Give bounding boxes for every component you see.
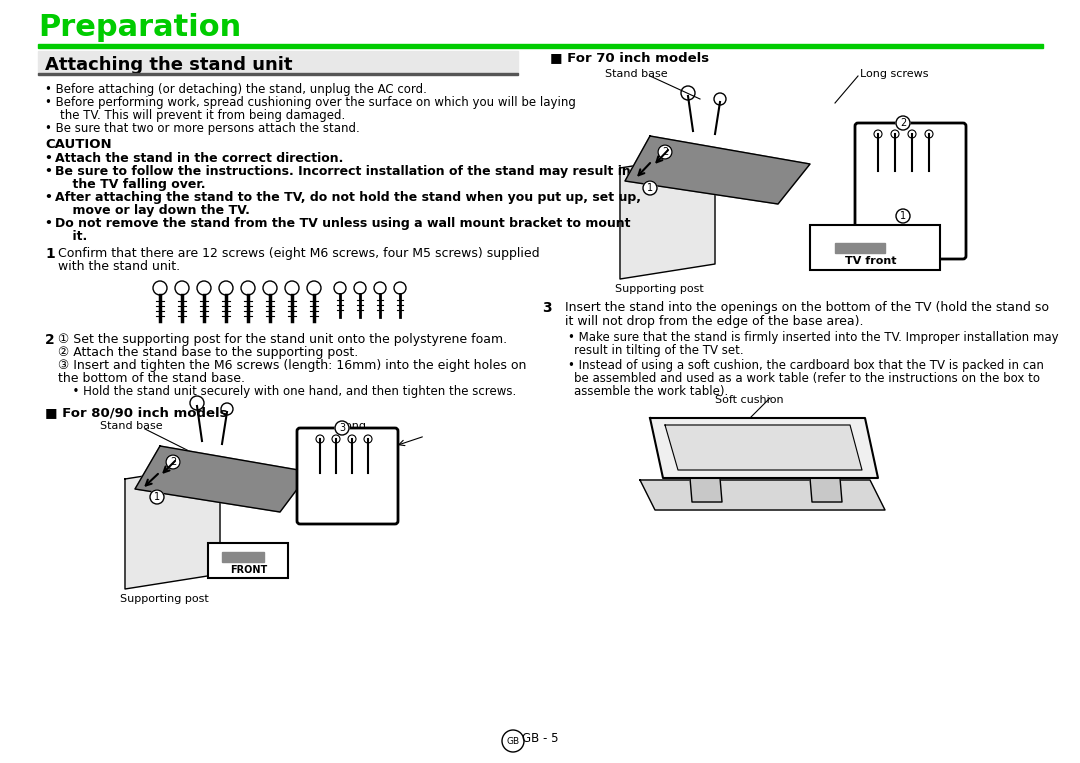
Circle shape bbox=[166, 455, 180, 469]
Polygon shape bbox=[640, 480, 885, 510]
Text: Stand base: Stand base bbox=[100, 421, 163, 431]
Circle shape bbox=[896, 116, 910, 130]
Text: • Hold the stand unit securely with one hand, and then tighten the screws.: • Hold the stand unit securely with one … bbox=[65, 385, 516, 398]
Text: 1: 1 bbox=[647, 183, 653, 193]
Polygon shape bbox=[665, 425, 862, 470]
Text: Supporting post: Supporting post bbox=[120, 594, 208, 604]
Text: CAUTION: CAUTION bbox=[45, 138, 111, 151]
Text: be assembled and used as a work table (refer to the instructions on the box to: be assembled and used as a work table (r… bbox=[573, 372, 1040, 385]
Text: it.: it. bbox=[55, 230, 87, 243]
Text: •: • bbox=[45, 191, 57, 204]
Bar bbox=[38, 73, 518, 75]
Text: 1: 1 bbox=[154, 492, 160, 502]
Text: •: • bbox=[45, 152, 57, 165]
Text: GB - 5: GB - 5 bbox=[522, 732, 558, 745]
Text: •: • bbox=[45, 217, 57, 230]
Polygon shape bbox=[810, 478, 842, 502]
Text: Stand base: Stand base bbox=[605, 69, 667, 79]
Text: • Make sure that the stand is firmly inserted into the TV. Improper installation: • Make sure that the stand is firmly ins… bbox=[568, 331, 1058, 344]
Text: 3: 3 bbox=[542, 301, 552, 315]
FancyBboxPatch shape bbox=[297, 428, 399, 524]
Text: Do not remove the stand from the TV unless using a wall mount bracket to mount: Do not remove the stand from the TV unle… bbox=[55, 217, 631, 230]
Circle shape bbox=[643, 181, 657, 195]
Text: • Be sure that two or more persons attach the stand.: • Be sure that two or more persons attac… bbox=[45, 122, 360, 135]
Text: 2: 2 bbox=[662, 147, 669, 157]
Bar bbox=[222, 552, 264, 562]
Text: Preparation: Preparation bbox=[38, 13, 241, 42]
Text: 1: 1 bbox=[45, 247, 55, 261]
Text: move or lay down the TV.: move or lay down the TV. bbox=[55, 204, 249, 217]
Text: ③ Insert and tighten the M6 screws (length: 16mm) into the eight holes on: ③ Insert and tighten the M6 screws (leng… bbox=[58, 359, 526, 372]
Text: • Before performing work, spread cushioning over the surface on which you will b: • Before performing work, spread cushion… bbox=[45, 96, 576, 109]
Text: screws: screws bbox=[340, 432, 378, 442]
Bar bbox=[38, 51, 518, 73]
Text: Be sure to follow the instructions. Incorrect installation of the stand may resu: Be sure to follow the instructions. Inco… bbox=[55, 165, 631, 178]
Text: 1: 1 bbox=[900, 211, 906, 221]
Text: Confirm that there are 12 screws (eight M6 screws, four M5 screws) supplied: Confirm that there are 12 screws (eight … bbox=[58, 247, 540, 260]
Bar bbox=[38, 44, 1043, 48]
Polygon shape bbox=[620, 153, 715, 279]
Text: Supporting post: Supporting post bbox=[615, 284, 704, 294]
Text: the TV. This will prevent it from being damaged.: the TV. This will prevent it from being … bbox=[45, 109, 346, 122]
Text: Attaching the stand unit: Attaching the stand unit bbox=[45, 56, 293, 74]
Text: Long screws: Long screws bbox=[860, 69, 929, 79]
Text: Insert the stand into the openings on the bottom of the TV (hold the stand so: Insert the stand into the openings on th… bbox=[565, 301, 1049, 314]
Text: ① Set the supporting post for the stand unit onto the polystyrene foam.: ① Set the supporting post for the stand … bbox=[58, 333, 508, 346]
Text: 3: 3 bbox=[339, 423, 346, 433]
Text: ② Attach the stand base to the supporting post.: ② Attach the stand base to the supportin… bbox=[58, 346, 359, 359]
Text: result in tilting of the TV set.: result in tilting of the TV set. bbox=[573, 344, 744, 357]
Text: ■ For 70 inch models: ■ For 70 inch models bbox=[550, 51, 710, 64]
Circle shape bbox=[658, 145, 672, 159]
Text: it will not drop from the edge of the base area).: it will not drop from the edge of the ba… bbox=[565, 315, 864, 328]
Text: Attach the stand in the correct direction.: Attach the stand in the correct directio… bbox=[55, 152, 343, 165]
Circle shape bbox=[335, 421, 349, 435]
Polygon shape bbox=[125, 464, 220, 589]
Text: assemble the work table).: assemble the work table). bbox=[573, 385, 728, 398]
Circle shape bbox=[896, 209, 910, 223]
Text: 2: 2 bbox=[170, 457, 176, 467]
Text: TV front: TV front bbox=[845, 256, 896, 266]
Text: Soft cushion: Soft cushion bbox=[715, 395, 784, 405]
Bar bbox=[810, 225, 940, 270]
Text: •: • bbox=[45, 165, 57, 178]
Circle shape bbox=[150, 490, 164, 504]
FancyBboxPatch shape bbox=[855, 123, 966, 259]
Text: 2: 2 bbox=[45, 333, 55, 347]
Text: • Before attaching (or detaching) the stand, unplug the AC cord.: • Before attaching (or detaching) the st… bbox=[45, 83, 427, 96]
Text: with the stand unit.: with the stand unit. bbox=[58, 260, 180, 273]
Polygon shape bbox=[135, 446, 310, 512]
Bar bbox=[208, 543, 288, 578]
Text: After attaching the stand to the TV, do not hold the stand when you put up, set : After attaching the stand to the TV, do … bbox=[55, 191, 642, 204]
Bar bbox=[835, 243, 885, 253]
Polygon shape bbox=[650, 418, 878, 478]
Text: GB: GB bbox=[507, 736, 519, 745]
Text: ■ For 80/90 inch models: ■ For 80/90 inch models bbox=[45, 406, 228, 419]
Polygon shape bbox=[625, 136, 810, 204]
Text: the TV falling over.: the TV falling over. bbox=[55, 178, 205, 191]
Text: the bottom of the stand base.: the bottom of the stand base. bbox=[58, 372, 245, 385]
Text: Long: Long bbox=[340, 421, 367, 431]
Text: 2: 2 bbox=[900, 118, 906, 128]
Polygon shape bbox=[690, 478, 723, 502]
Text: FRONT: FRONT bbox=[230, 565, 267, 575]
Text: • Instead of using a soft cushion, the cardboard box that the TV is packed in ca: • Instead of using a soft cushion, the c… bbox=[568, 359, 1044, 372]
